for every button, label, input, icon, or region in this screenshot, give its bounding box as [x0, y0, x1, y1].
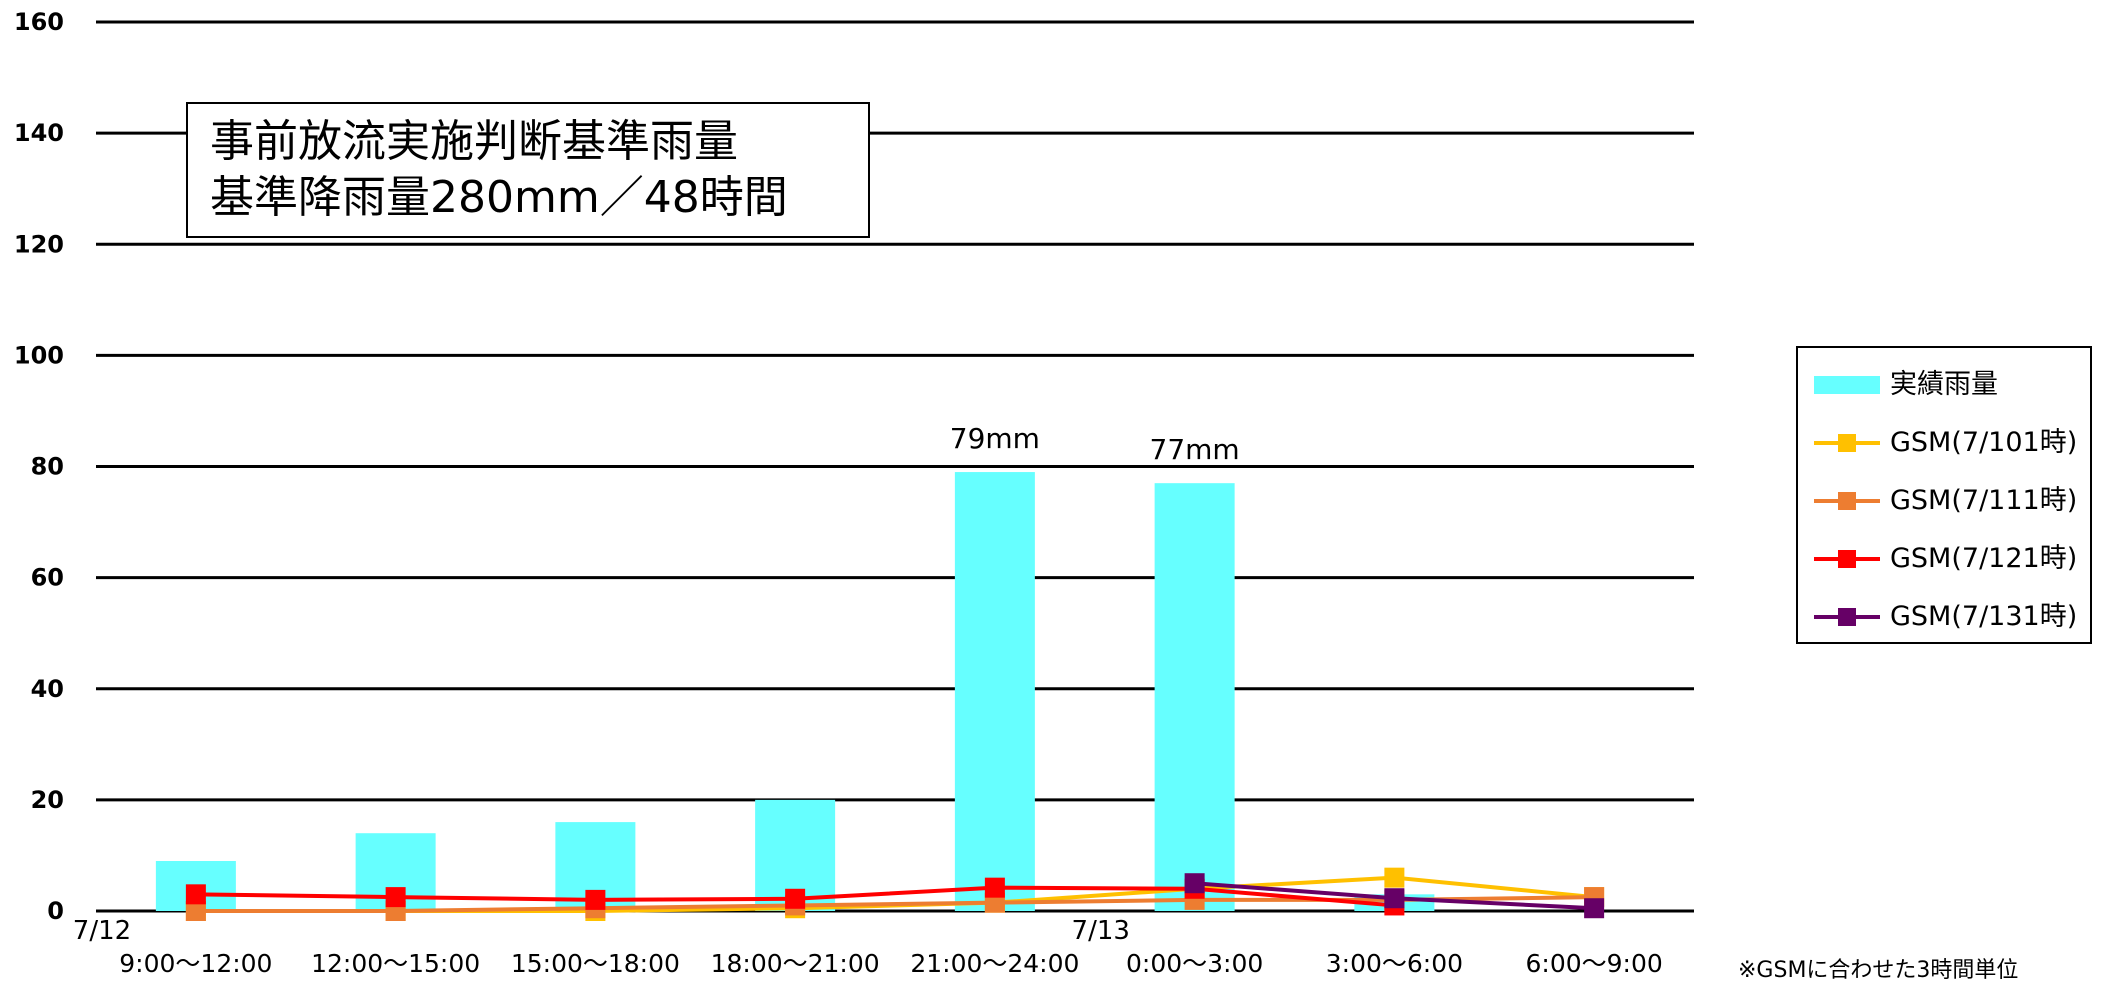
legend-item-gsm-0710: GSM(7/101時) [1798, 414, 2090, 472]
bar-data-label: 77mm [1150, 433, 1240, 466]
y-tick-label: 100 [14, 341, 64, 369]
series-marker [984, 877, 1005, 898]
series-marker [585, 889, 606, 910]
x-tick-label: 0:00～3:00 [1126, 949, 1263, 976]
series-marker [1184, 873, 1205, 894]
legend-label: GSM(7/131時) [1890, 601, 2078, 632]
legend-line-swatch [1814, 550, 1880, 568]
y-tick-label: 60 [31, 564, 64, 592]
bar-data-label: 79mm [950, 422, 1040, 455]
y-tick-label: 140 [14, 119, 64, 147]
legend-bar-swatch [1814, 376, 1880, 394]
criteria-title: 事前放流実施判断基準雨量 [210, 116, 738, 167]
criteria-rainfall: 基準降雨量280mm／48時間 [210, 172, 788, 223]
bar [1154, 483, 1235, 911]
legend-item-gsm-0711: GSM(7/111時) [1798, 472, 2090, 530]
legend-line-swatch [1814, 608, 1880, 626]
x-tick-label: 6:00～9:00 [1525, 949, 1662, 976]
series-line [195, 895, 1595, 913]
legend-label: GSM(7/121時) [1890, 543, 2078, 574]
legend-label: 実績雨量 [1890, 369, 1998, 400]
x-tick-label: 12:00～15:00 [311, 949, 480, 976]
date-label: 7/13 [1072, 916, 1130, 946]
series-marker [1384, 867, 1405, 888]
y-tick-label: 160 [14, 8, 64, 36]
y-tick-label: 0 [47, 897, 64, 925]
x-tick-label: 3:00～6:00 [1326, 949, 1463, 976]
series-marker [984, 892, 1005, 913]
legend-item-gsm-0713: GSM(7/131時) [1798, 588, 2090, 646]
x-tick-label: 18:00～21:00 [711, 949, 880, 976]
series-marker [1584, 898, 1605, 919]
legend-line-swatch [1814, 434, 1880, 452]
date-label: 7/12 [73, 916, 131, 946]
legend-line-swatch [1814, 492, 1880, 510]
y-tick-label: 20 [31, 786, 64, 814]
legend-item-actual: 実績雨量 [1798, 356, 2090, 414]
series-marker [385, 887, 406, 908]
legend-label: GSM(7/101時) [1890, 427, 2078, 458]
series-marker [785, 888, 806, 909]
legend-item-gsm-0712: GSM(7/121時) [1798, 530, 2090, 588]
x-tick-label: 21:00～24:00 [910, 949, 1079, 976]
y-tick-label: 120 [14, 230, 64, 258]
footnote: ※GSMに合わせた3時間単位 [1738, 958, 2019, 983]
y-tick-label: 80 [31, 453, 64, 481]
x-tick-label: 15:00～18:00 [511, 949, 680, 976]
chart-legend: 実績雨量 GSM(7/101時) GSM(7/111時) GSM(7/121時) [1796, 346, 2092, 644]
criteria-annotation-box: 事前放流実施判断基準雨量 基準降雨量280mm／48時間 [186, 102, 870, 238]
series-marker [185, 901, 206, 921]
bar [954, 472, 1035, 911]
series-marker [1384, 888, 1405, 909]
y-tick-label: 40 [31, 675, 64, 703]
x-tick-label: 9:00～12:00 [119, 949, 272, 976]
legend-label: GSM(7/111時) [1890, 485, 2078, 516]
series-marker [185, 884, 206, 905]
